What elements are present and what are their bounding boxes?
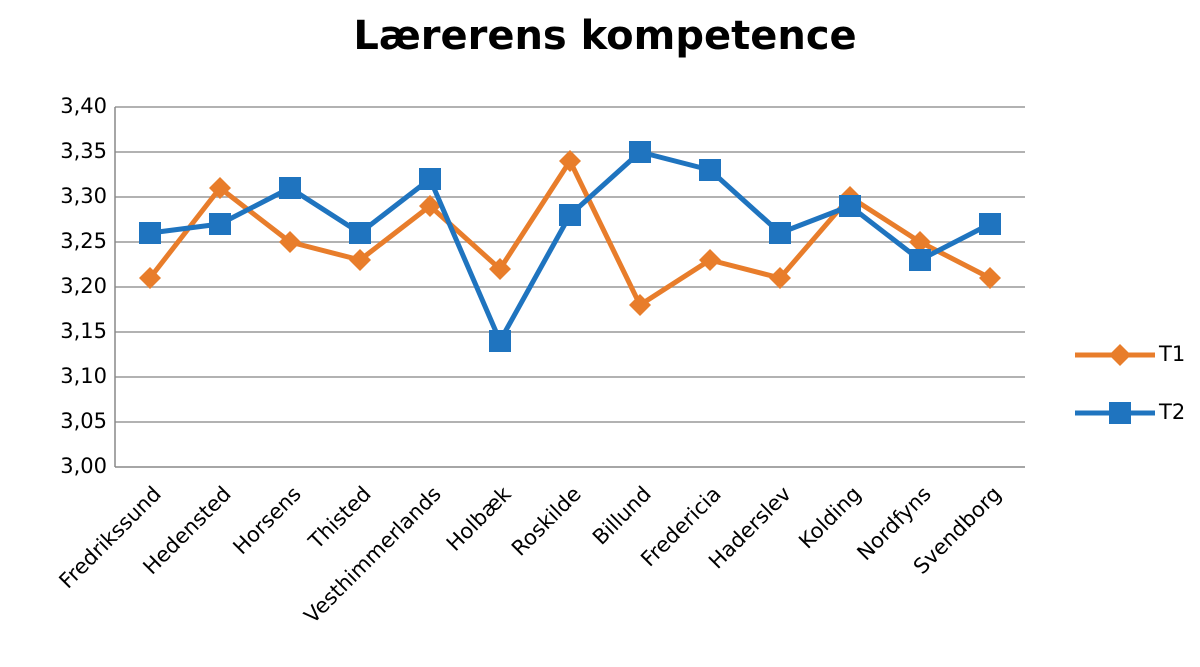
y-tick-label: 3,30 [60,184,107,208]
x-tick-label: Holbæk [442,481,517,556]
x-tick-label: Kolding [794,482,866,554]
marker [979,267,1001,289]
legend-marker [1109,402,1131,424]
marker [629,141,651,163]
marker [349,222,371,244]
marker [489,330,511,352]
marker [769,267,791,289]
marker [629,294,651,316]
x-tick-label: Roskilde [507,482,586,561]
y-tick-label: 3,35 [60,139,107,163]
chart-title: Lærerens kompetence [353,13,856,59]
marker [559,150,581,172]
marker [769,222,791,244]
marker [559,204,581,226]
marker [139,222,161,244]
x-tick-label: Fredrikssund [54,482,165,593]
y-tick-label: 3,20 [60,274,107,298]
legend-label: T1 [1158,342,1185,366]
marker [909,231,931,253]
marker [419,195,441,217]
marker [839,195,861,217]
y-tick-label: 3,15 [60,319,107,343]
y-tick-label: 3,05 [60,409,107,433]
x-tick-label: Vesthimmerlands [300,482,446,628]
series-line [149,149,992,344]
marker [209,213,231,235]
y-tick-label: 3,00 [60,454,107,478]
marker [279,231,301,253]
x-tick-label: Horsens [228,482,305,559]
legend-label: T2 [1158,400,1185,424]
marker [909,249,931,271]
y-tick-label: 3,40 [60,94,107,118]
x-tick-label: Billund [588,482,656,550]
y-tick-label: 3,25 [60,229,107,253]
marker [699,249,721,271]
marker [489,258,511,280]
series-line [148,158,992,308]
marker [419,168,441,190]
x-tick-label: Thisted [303,482,375,554]
marker [139,267,161,289]
marker [209,177,231,199]
y-tick-label: 3,10 [60,364,107,388]
marker [279,177,301,199]
legend-marker [1109,344,1131,366]
marker [699,159,721,181]
marker [349,249,371,271]
marker [979,213,1001,235]
